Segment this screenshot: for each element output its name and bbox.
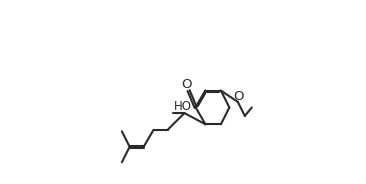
Text: O: O: [181, 79, 192, 91]
Text: HO: HO: [174, 100, 192, 113]
Text: O: O: [233, 90, 244, 103]
